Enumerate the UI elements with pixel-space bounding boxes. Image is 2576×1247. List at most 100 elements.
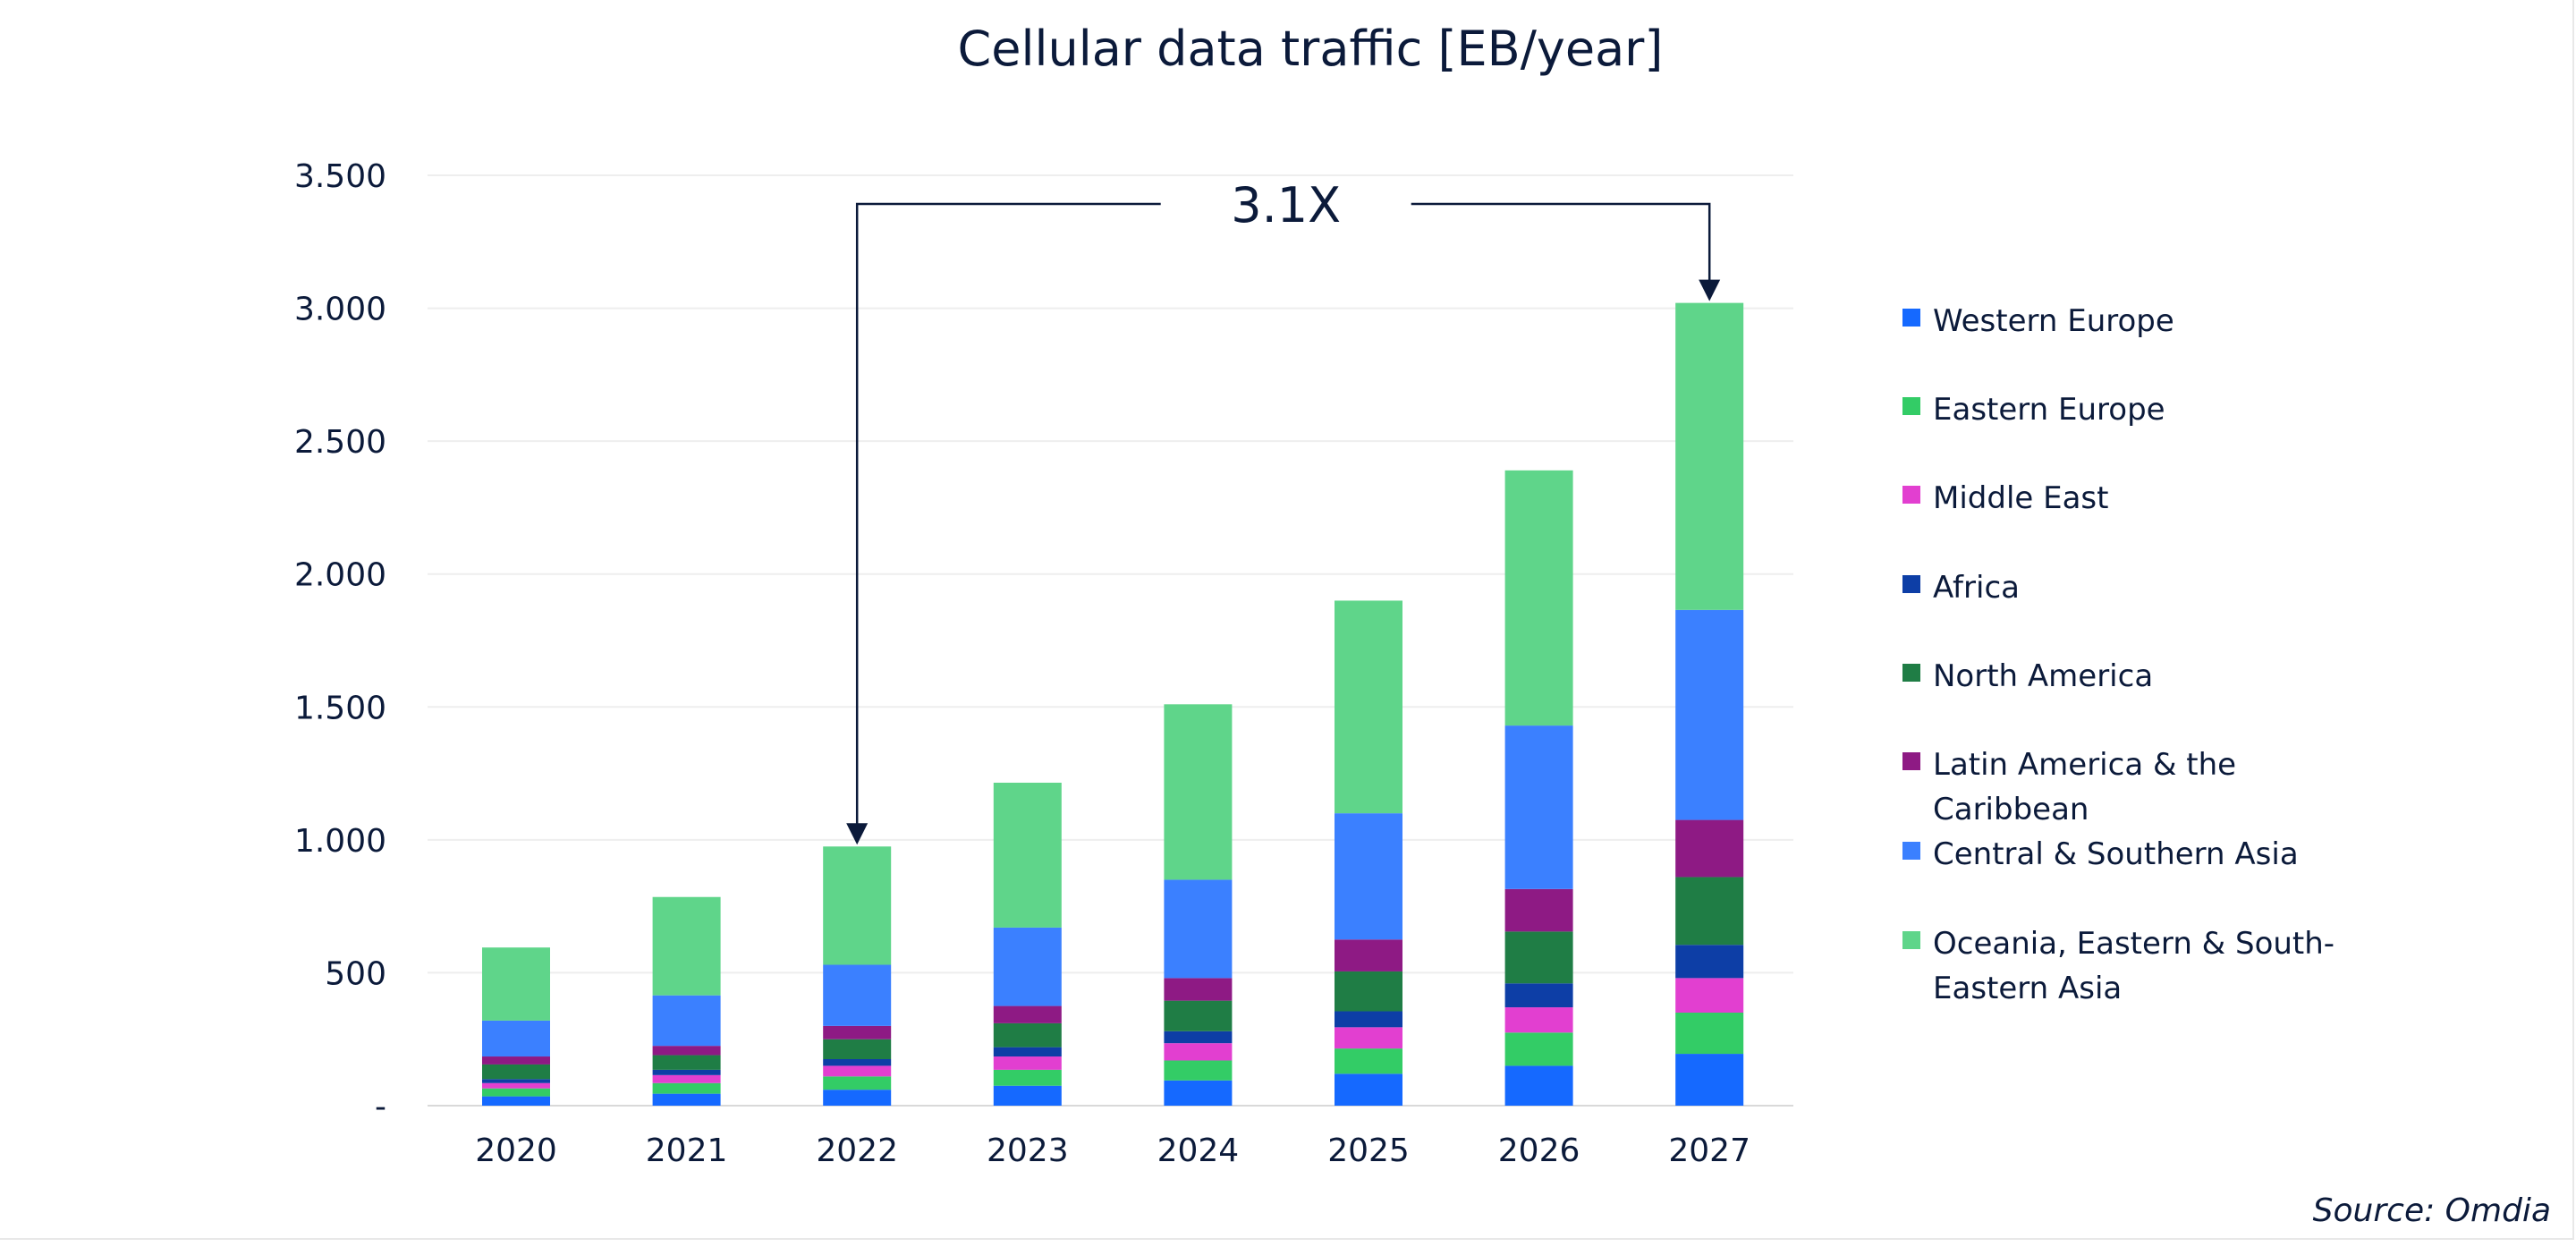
y-tick-label: 500 [325,955,386,992]
bar-segment [823,1059,892,1066]
x-tick-label: 2027 [1668,1132,1750,1169]
bar-segment [1675,609,1744,820]
x-tick-label: 2023 [987,1132,1069,1169]
legend-swatch [1902,309,1920,327]
bar-segment [1675,978,1744,1013]
bar-segment [1335,1027,1402,1049]
y-tick-label: 3.000 [294,292,386,328]
x-tick-label: 2026 [1498,1132,1580,1169]
bar-segment [1504,983,1573,1008]
bar-segment [652,1046,721,1056]
legend-swatch [1902,664,1920,682]
legend-label: Africa [1933,570,2020,606]
y-tick-label: - [375,1089,386,1125]
bar-segment [1675,819,1744,878]
legend-swatch [1902,931,1920,949]
x-axis-ticks: 2020 2021 2022 2023 2024 2025 2026 2027 [475,1132,1750,1169]
growth-annotation: 3.1X [846,177,1721,845]
bar-segment [482,1079,550,1083]
bar-segment [1675,877,1744,946]
bar-segment [482,1020,550,1057]
legend-item: Africa [1902,565,2380,610]
bar-segment [993,1047,1062,1057]
legend-item: Oceania, Eastern & South-Eastern Asia [1902,921,2380,1011]
bar-segment [652,1082,721,1094]
bar-segment [1164,978,1233,1001]
bar-segment [652,1055,721,1070]
legend-label: Western Europe [1933,303,2174,339]
bar-segment [1675,1054,1744,1106]
bar-segment [993,1022,1062,1048]
legend-label: North America [1933,658,2154,694]
bar-segment [823,1076,892,1090]
x-tick-label: 2025 [1327,1132,1410,1169]
bar-segment [1164,1031,1233,1044]
legend-swatch [1902,486,1920,504]
bar-segment [993,1085,1062,1106]
bar-segment [1675,302,1744,610]
chart-title: Cellular data traffic [EB/year] [958,21,1664,77]
legend-label: Latin America & the Caribbean [1933,747,2237,827]
y-tick-label: 2.000 [294,557,386,594]
bar-segment [1335,1073,1402,1106]
bar-segment [1335,600,1402,814]
bar-segment [993,1069,1062,1086]
bar-segment [1335,813,1402,940]
bar-segment [1335,939,1402,971]
bar-segment [823,1039,892,1059]
bar-segment [652,1093,721,1106]
annotation-line-left [855,202,1161,826]
bar-segment [482,1056,550,1065]
legend-label: Oceania, Eastern & South-Eastern Asia [1933,926,2335,1006]
bar-segment [652,1069,721,1075]
arrow-down-icon [846,823,869,845]
growth-label: 3.1X [1231,177,1341,233]
bar-segment [1675,1013,1744,1055]
bar-segment [993,1005,1062,1023]
legend-swatch [1902,752,1920,770]
legend-item: Latin America & the Caribbean [1902,742,2380,832]
y-tick-label: 1.000 [294,823,386,860]
bar-segment [1164,1060,1233,1081]
bar-segment [1504,725,1573,889]
bar-segment [823,1025,892,1039]
bar-segment [823,1090,892,1106]
legend-label: Middle East [1933,480,2109,516]
annotation-line-right [1411,202,1711,282]
bar-segment [1164,704,1233,880]
bar-segment [1504,1007,1573,1033]
bar-segment [993,1056,1062,1070]
bar-segment [482,947,550,1021]
legend-swatch [1902,397,1920,415]
bar-segment [1335,1011,1402,1028]
y-axis-ticks: - 500 1.000 1.500 2.000 2.500 3.000 3.500 [294,158,386,1125]
legend-item: Western Europe [1902,299,2380,344]
bar-segment [652,896,721,996]
bar-segment [1504,470,1573,726]
bar-segment [1675,945,1744,979]
bar-segment [482,1064,550,1080]
bar-segment [482,1096,550,1106]
legend-swatch [1902,842,1920,860]
bar-segment [1164,879,1233,979]
legend-item: Central & Southern Asia [1902,832,2380,877]
bar-segment [823,964,892,1026]
bar-segment [1335,1048,1402,1074]
y-tick-label: 2.500 [294,424,386,461]
bar-segment [652,995,721,1047]
legend-label: Eastern Europe [1933,392,2165,428]
y-tick-label: 1.500 [294,690,386,726]
x-tick-label: 2020 [475,1132,557,1169]
bar-segment [1504,888,1573,932]
bar-segment [1164,1000,1233,1031]
bar-segment [652,1074,721,1083]
bar-segment [1164,1043,1233,1061]
x-tick-label: 2022 [816,1132,898,1169]
gridlines [428,174,1793,1107]
legend-item: Middle East [1902,476,2380,521]
legend-item: North America [1902,654,2380,699]
bar-segment [1335,971,1402,1012]
bar-segment [1504,931,1573,984]
legend-item: Eastern Europe [1902,387,2380,432]
